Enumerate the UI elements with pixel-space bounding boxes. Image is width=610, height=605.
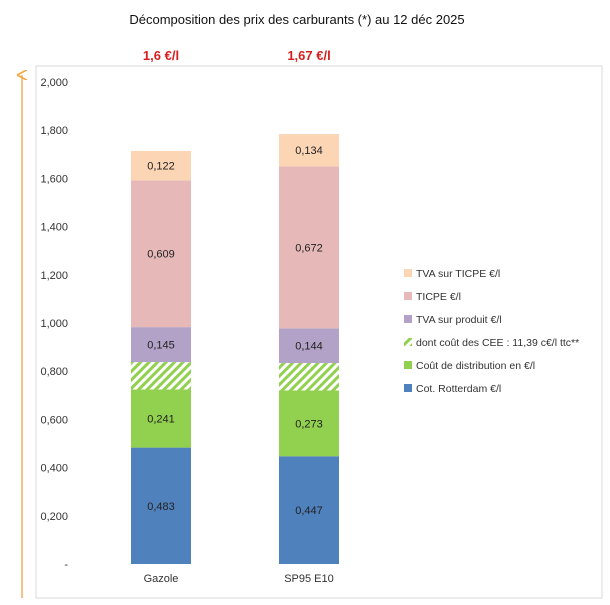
total-labels: 1,6 €/l 1,67 €/l <box>143 48 331 63</box>
total-price-label: 1,6 €/l <box>143 48 179 63</box>
legend-label: TVA sur produit €/l <box>416 314 502 326</box>
data-label: 0,483 <box>147 501 175 513</box>
data-label: 0,122 <box>147 161 175 173</box>
bar-segment <box>131 327 191 363</box>
bar-segment <box>279 390 339 457</box>
y-tick-label: 1,200 <box>40 270 68 282</box>
y-tick-label: 0,200 <box>40 511 68 523</box>
legend-swatch <box>404 269 412 277</box>
bars: 0,483 0,241 0,145 0,609 0,122 0,447 0,273 0,144… <box>131 134 339 564</box>
data-label: 0,241 <box>147 414 175 426</box>
y-tick-label: 1,600 <box>40 173 68 185</box>
legend-swatch <box>404 338 412 346</box>
data-label: 0,609 <box>147 249 175 261</box>
bar-segment <box>279 166 339 329</box>
legend-swatch <box>404 384 412 392</box>
y-tick-label: 1,000 <box>40 318 68 330</box>
y-tick-label: 0,800 <box>40 366 68 378</box>
legend-label: TVA sur TICPE €/l <box>416 268 500 280</box>
bar-segment <box>131 389 191 448</box>
data-label: 0,144 <box>295 341 323 353</box>
x-axis: Gazole SP95 E10 <box>144 573 334 585</box>
bar-segment <box>279 456 339 564</box>
total-price-label: 1,67 €/l <box>287 48 330 63</box>
legend-label: TICPE €/l <box>416 291 461 303</box>
y-tick-label: 1,800 <box>40 125 68 137</box>
bar-segment <box>131 180 191 328</box>
legend-swatch <box>404 315 412 323</box>
y-tick-label: 0,400 <box>40 463 68 475</box>
chart-title: Décomposition des prix des carburants (*… <box>129 12 464 27</box>
legend-label: dont coût des CEE : 11,39 c€/l ttc** <box>416 337 579 349</box>
legend-swatch <box>404 292 412 300</box>
bar-segment <box>131 447 191 564</box>
legend: TVA sur TICPE €/l TICPE €/l TVA sur produi… <box>404 268 579 395</box>
bar-segment <box>279 363 339 391</box>
x-tick-label: Gazole <box>144 573 179 585</box>
bar-segment <box>131 362 191 390</box>
data-label: 0,273 <box>295 418 323 430</box>
bar-segment <box>279 328 339 364</box>
data-label: 0,447 <box>295 505 323 517</box>
y-tick-label: 1,400 <box>40 222 68 234</box>
data-label: 0,134 <box>295 145 323 157</box>
x-tick-label: SP95 E10 <box>284 573 334 585</box>
bar-segment <box>131 150 191 181</box>
y-tick-label: 0,600 <box>40 414 68 426</box>
legend-swatch <box>404 361 412 369</box>
y-tick-label: - <box>64 559 68 571</box>
bar-segment <box>279 134 339 167</box>
plot-area-frame <box>35 65 603 599</box>
y-axis: - 0,200 0,400 0,600 0,800 1,000 1,200 1,400 1,60… <box>40 77 68 571</box>
data-label: 0,672 <box>295 242 323 254</box>
legend-label: Coût de distribution en €/l <box>416 360 535 372</box>
y-tick-label: 2,000 <box>40 77 68 89</box>
data-label: 0,145 <box>147 340 175 352</box>
legend-label: Cot. Rotterdam €/l <box>416 383 501 395</box>
